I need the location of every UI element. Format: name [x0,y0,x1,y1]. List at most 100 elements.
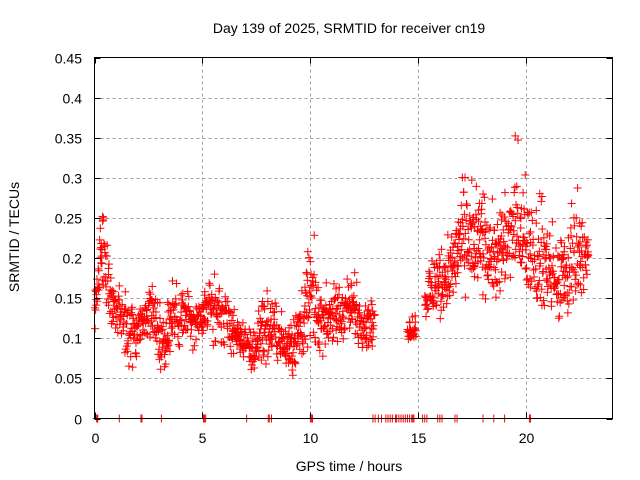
data-point [479,228,488,237]
data-point [298,339,307,348]
data-point [270,307,279,316]
data-point [491,293,500,302]
data-point [214,301,223,310]
data-point [479,190,488,199]
data-point [245,325,254,334]
data-point [496,208,505,217]
data-point [489,282,498,291]
data-point [310,231,319,240]
data-point [111,323,120,332]
data-point [128,310,137,319]
data-point [540,301,549,310]
data-point [108,317,117,326]
data-point [532,219,541,228]
data-point [548,261,557,270]
data-point [479,253,488,262]
data-point [362,343,371,352]
data-point [549,267,558,276]
data-point [506,273,515,282]
data-point [209,341,218,350]
data-point [275,324,284,333]
data-point [479,249,488,258]
data-point [451,260,460,269]
data-point [94,280,103,289]
data-point [491,265,500,274]
data-point [300,283,309,292]
data-points [91,131,593,423]
data-point [519,188,528,197]
data-point [132,321,141,330]
data-point [582,266,591,275]
data-point [533,282,542,291]
data-point [227,316,236,325]
data-point [576,280,585,289]
data-point [91,324,100,333]
data-point [534,280,543,289]
data-point [226,342,235,351]
y-tick-label: 0.3 [63,171,83,187]
data-point [369,332,378,341]
data-point [511,131,520,140]
data-point [367,300,376,309]
data-point [550,273,559,282]
data-point [554,314,563,323]
data-point [94,266,103,275]
data-point [458,222,467,231]
data-point [223,297,232,306]
data-point [541,254,550,263]
data-point [307,293,316,302]
data-point [302,268,311,277]
data-point [177,291,186,300]
data-point [225,319,234,328]
data-point [435,250,444,259]
y-tick-label: 0.35 [55,131,82,147]
data-point [527,208,536,217]
data-point [294,322,303,331]
data-point [153,321,162,330]
data-point [530,272,539,281]
data-point [493,278,502,287]
data-point [446,280,455,289]
data-point [453,261,462,270]
data-point [238,318,247,327]
x-tick-label: 10 [303,430,319,446]
data-point [469,264,478,273]
data-point [309,270,318,279]
data-point [179,326,188,335]
data-point [495,277,504,286]
data-point [156,314,165,323]
data-point [215,284,224,293]
data-point [348,293,357,302]
data-point [443,230,452,239]
data-point [565,288,574,297]
data-point [506,207,515,216]
data-point [243,333,252,342]
data-point [369,321,378,330]
data-point [184,292,193,301]
data-point [160,350,169,359]
data-point [322,278,331,287]
axis-ticks: 0 0.05 0.1 0.15 0.2 0.25 0.3 0.35 0.4 0.45 0 5 10 15 2… [55,51,613,446]
data-point [124,362,133,371]
data-point [91,306,100,315]
data-point [115,295,124,304]
data-point [102,252,111,261]
data-point [423,305,432,314]
data-point [481,227,490,236]
data-point [229,311,238,320]
data-point [488,195,497,204]
data-point [548,217,557,226]
data-point [145,288,154,297]
data-point [299,347,308,356]
data-point [467,176,476,185]
data-point [554,290,563,299]
data-point [459,234,468,243]
data-point [278,334,287,343]
data-point [560,281,569,290]
data-point [273,356,282,365]
data-point [277,325,286,334]
data-point [369,325,378,334]
data-point [556,236,565,245]
data-point [199,326,208,335]
data-point [164,336,173,345]
